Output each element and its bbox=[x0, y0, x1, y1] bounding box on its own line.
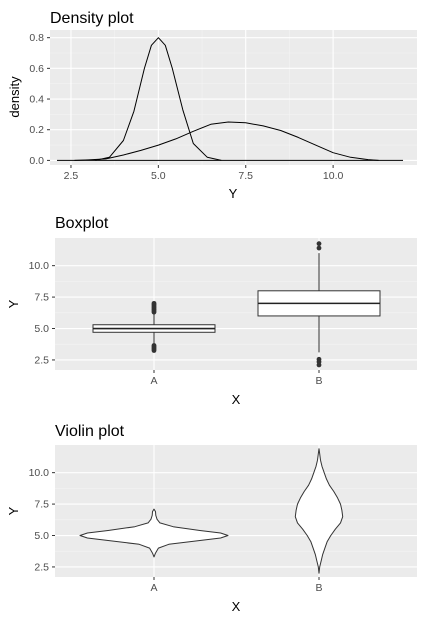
boxplot-boxes bbox=[92, 241, 381, 368]
violin-shapes bbox=[79, 448, 344, 574]
boxplot-y-tick-label: 2.5 bbox=[34, 354, 49, 366]
violin-ticks: 2.5 5.0 7.5 10.0 A B bbox=[29, 467, 323, 594]
violin-panel bbox=[55, 445, 417, 577]
density-y-tick-label: 0.4 bbox=[29, 94, 44, 106]
boxplot-ticks: 2.5 5.0 7.5 10.0 A B bbox=[29, 260, 323, 387]
violin-y-tick-label: 5.0 bbox=[34, 530, 49, 542]
box-outlier bbox=[316, 245, 322, 251]
density-x-tick-label: 7.5 bbox=[238, 170, 253, 182]
violin-y-tick-label: 7.5 bbox=[34, 499, 49, 511]
boxplot-y-tick-label: 5.0 bbox=[34, 323, 49, 335]
violin-x-label: X bbox=[232, 599, 241, 614]
boxplot-x-label: X bbox=[232, 392, 241, 407]
density-curves bbox=[56, 37, 404, 161]
boxplot-y-tick-label: 7.5 bbox=[34, 292, 49, 304]
box-outlier bbox=[151, 343, 157, 348]
violin-x-tick-label-a: A bbox=[150, 582, 157, 594]
density-curve-2 bbox=[74, 121, 379, 161]
boxplot-y-label: Y bbox=[6, 299, 21, 308]
density-y-tick-label: 0.6 bbox=[29, 63, 44, 75]
density-x-tick-label: 10.0 bbox=[323, 170, 344, 182]
boxplot: Boxplot 2.5 5.0 7.5 10.0 A B X Y bbox=[6, 215, 417, 407]
violin-y-tick-label: 10.0 bbox=[29, 467, 50, 479]
density-x-label: Y bbox=[229, 186, 238, 201]
density-x-tick-label: 5.0 bbox=[151, 170, 166, 182]
box-outlier bbox=[151, 300, 157, 306]
density-y-tick-label: 0.0 bbox=[29, 155, 44, 167]
density-x-tick-label: 2.5 bbox=[64, 170, 79, 182]
violin-minor-grid bbox=[55, 488, 417, 552]
boxplot-x-tick-label-b: B bbox=[315, 375, 322, 387]
box-outlier bbox=[316, 356, 322, 362]
density-plot: Density plot 2.5 5.0 7.5 10.0 0.0 0.2 0.4 0.6 0.… bbox=[7, 10, 417, 201]
boxplot-x-tick-label-a: A bbox=[150, 375, 157, 387]
boxplot-y-tick-label: 10.0 bbox=[29, 260, 50, 272]
violin-plot: Violin plot 2.5 5.0 7.5 10.0 A B X Y bbox=[6, 423, 417, 614]
density-y-tick-label: 0.2 bbox=[29, 124, 44, 136]
violin-title: Violin plot bbox=[55, 423, 125, 440]
density-y-tick-label: 0.8 bbox=[29, 32, 44, 44]
density-y-label: density bbox=[7, 76, 22, 118]
violin-x-tick-label-b: B bbox=[315, 582, 322, 594]
box-b bbox=[257, 241, 381, 368]
density-panel bbox=[50, 30, 417, 165]
violin-y-tick-label: 2.5 bbox=[34, 561, 49, 573]
boxplot-title: Boxplot bbox=[55, 215, 109, 232]
density-curve-1 bbox=[95, 37, 222, 161]
violin-b bbox=[294, 448, 344, 574]
box-outlier bbox=[316, 241, 322, 247]
box-a bbox=[92, 300, 216, 353]
density-ticks: 2.5 5.0 7.5 10.0 0.0 0.2 0.4 0.6 0.8 bbox=[29, 32, 343, 182]
violin-y-label: Y bbox=[6, 506, 21, 515]
violin-a bbox=[79, 508, 229, 558]
density-title: Density plot bbox=[50, 10, 134, 27]
density-minor-grid bbox=[50, 30, 417, 165]
